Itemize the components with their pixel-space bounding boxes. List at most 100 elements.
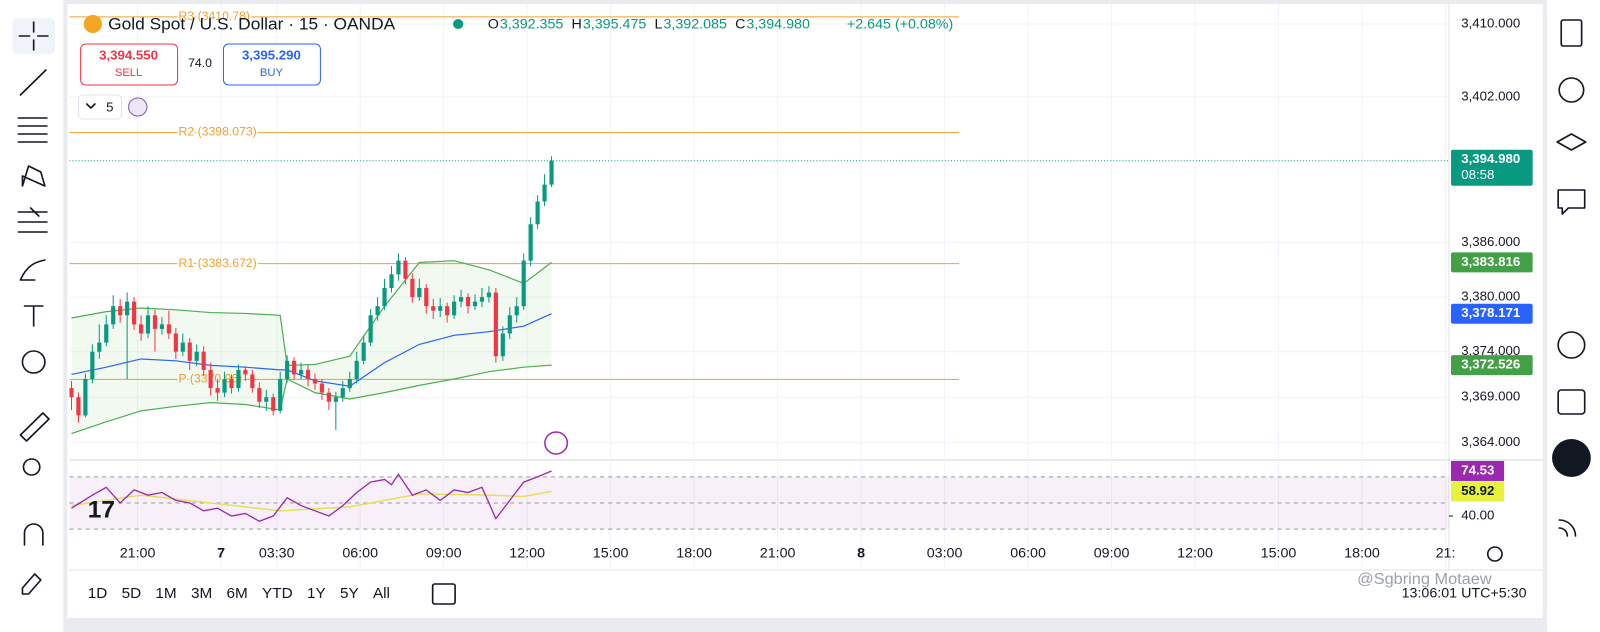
x-tick-label: 18:00: [676, 545, 712, 561]
lock-tool[interactable]: [21, 573, 42, 595]
fib-tool[interactable]: [17, 117, 48, 143]
candle-body: [229, 378, 234, 389]
x-tick-label: 03:00: [927, 545, 963, 561]
spread: 74.0: [188, 56, 212, 70]
candle-body: [326, 392, 331, 402]
buy-label: BUY: [260, 67, 284, 79]
candle-body: [159, 324, 165, 329]
y-tick-label: 3,364.000: [1461, 434, 1520, 449]
candle-body: [382, 287, 387, 307]
range-button[interactable]: 6M: [227, 585, 248, 602]
flash-icon[interactable]: [544, 431, 569, 455]
stream-btn[interactable]: [1558, 519, 1577, 537]
buy-price: 3,395.290: [242, 48, 301, 63]
rsi-tag: [1451, 481, 1505, 502]
candle-body: [97, 342, 102, 352]
candle-body: [424, 287, 429, 307]
candle-body: [340, 388, 345, 398]
candle-body: [312, 378, 318, 384]
range-button[interactable]: 5Y: [340, 585, 359, 602]
price-tag-label: 3,372.526: [1461, 357, 1520, 372]
candle-body: [521, 260, 526, 307]
crosshair-tool[interactable]: [18, 21, 49, 51]
candle-body: [431, 306, 436, 311]
calendar-btn[interactable]: [1557, 389, 1586, 415]
candle-body: [250, 374, 255, 389]
range-button[interactable]: YTD: [262, 585, 293, 602]
right-tools: [1552, 19, 1591, 537]
candle-body: [222, 378, 227, 393]
ohlc: O 3,392.355 H 3,395.475 L 3,392.085 C 3,394.980: [488, 16, 810, 32]
forecast-tool[interactable]: [17, 207, 48, 233]
price-tag: [1451, 149, 1533, 186]
candle-body: [361, 342, 366, 361]
left-tools: [12, 18, 56, 595]
ruler-tool[interactable]: [19, 412, 50, 442]
candle-body: [215, 388, 220, 393]
indicators-toggle[interactable]: [78, 94, 122, 120]
candle-body: [549, 160, 554, 185]
pivot-label: R3 (3410.78): [179, 9, 250, 23]
candle-body: [528, 224, 533, 261]
candle-body: [410, 278, 415, 298]
range-button[interactable]: 5D: [122, 585, 142, 602]
chart-panel: [67, 4, 1543, 618]
ohlc-key: L: [654, 16, 662, 32]
pivot-label: R1 (3383.672): [179, 256, 257, 270]
trendline-tool[interactable]: [19, 69, 47, 96]
rsi-tag-label: 58.92: [1461, 483, 1494, 498]
candle-body: [118, 306, 123, 316]
candle-body: [173, 333, 178, 352]
candle-body: [104, 324, 109, 343]
y-tick-label: 3,374.000: [1461, 343, 1520, 358]
rsi-ma-line: [71, 490, 552, 512]
candle-body: [69, 388, 74, 398]
settings-btn[interactable]: [1486, 546, 1503, 562]
status-dot: [453, 19, 464, 29]
ohlc-key: C: [735, 16, 745, 32]
candle-body: [438, 306, 443, 311]
bollinger-lower: [71, 364, 552, 435]
refresh-btn[interactable]: [128, 97, 148, 117]
candle-body: [298, 369, 304, 375]
target-btn[interactable]: [1557, 331, 1586, 359]
emoji-tool[interactable]: [21, 350, 46, 374]
magnet-tool[interactable]: [23, 523, 44, 546]
watchlist-btn[interactable]: [1560, 19, 1583, 47]
tv-logo: 17: [88, 497, 115, 524]
x-tick-label: 12:00: [509, 545, 545, 561]
date-range-btn[interactable]: [431, 583, 456, 605]
price-tag: [1451, 252, 1533, 273]
brush-tool[interactable]: [19, 259, 46, 281]
candle-body: [201, 351, 206, 370]
candle-body: [389, 274, 394, 288]
buy-button[interactable]: [222, 43, 321, 86]
range-button[interactable]: 1Y: [307, 585, 326, 602]
candle-body: [452, 301, 457, 316]
bottom-bar: 1D 5D 1M 3M 6M YTD 1Y 5Y All: [88, 585, 390, 602]
chat-btn[interactable]: [1557, 189, 1586, 215]
right-toolbar: [1546, 0, 1600, 632]
range-button[interactable]: All: [373, 585, 390, 602]
candle-body: [285, 360, 290, 379]
sell-button[interactable]: [80, 43, 179, 86]
candle-body: [152, 315, 158, 329]
candle-body: [145, 315, 151, 334]
price-tag-countdown: 08:58: [1461, 167, 1494, 182]
apps-btn[interactable]: [1552, 439, 1591, 477]
range-button[interactable]: 3M: [191, 585, 212, 602]
layers-btn[interactable]: [1556, 133, 1587, 151]
pattern-tool[interactable]: [21, 165, 46, 187]
zoom-tool[interactable]: [22, 458, 41, 476]
ohlc-value: 3,392.085: [663, 16, 727, 32]
range-button[interactable]: 1D: [88, 585, 108, 602]
candle-body: [264, 397, 269, 402]
candle-body: [111, 306, 116, 325]
text-tool[interactable]: [23, 305, 44, 327]
range-button[interactable]: 1M: [155, 585, 176, 602]
candle-body: [417, 287, 422, 298]
y-tick-label: 3,380.000: [1461, 289, 1520, 304]
candle-body: [292, 360, 297, 375]
alerts-btn[interactable]: [1558, 77, 1585, 103]
